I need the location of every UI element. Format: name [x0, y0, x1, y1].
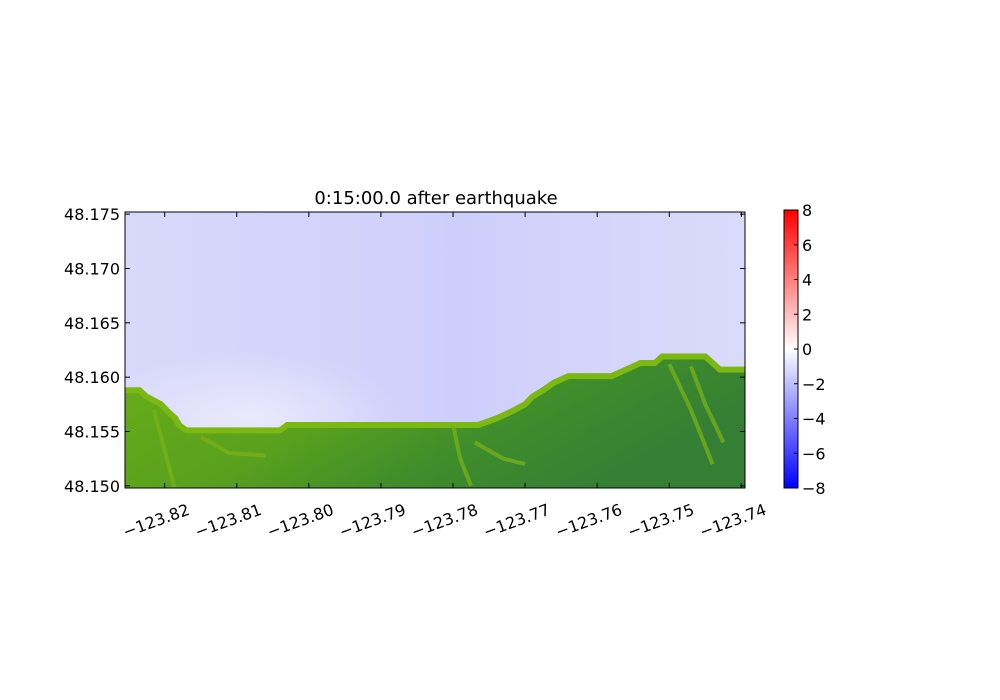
colorbar-tick-label: 8 — [802, 201, 812, 220]
x-tick-label: −123.80 — [265, 500, 337, 542]
colorbar-tick-label: 6 — [802, 236, 812, 255]
plot-frame — [124, 211, 746, 489]
drainage-streak — [199, 435, 266, 458]
y-tick-label: 48.160 — [64, 368, 120, 387]
drainage-streak — [473, 440, 526, 467]
colorbar-tick-label: 2 — [802, 305, 812, 324]
drainage-streak — [151, 409, 177, 488]
x-tick-label: −123.76 — [553, 500, 625, 542]
drainage-streak — [451, 424, 473, 487]
y-tick-label: 48.175 — [64, 205, 120, 224]
shoreline-band — [125, 353, 745, 434]
colorbar-tick-label: −4 — [802, 410, 826, 429]
x-tick-label: −123.78 — [409, 500, 481, 542]
land-topography — [125, 356, 745, 488]
x-tick-label: −123.77 — [481, 500, 553, 542]
x-tick-label: −123.74 — [697, 500, 769, 542]
colorbar-tick-label: −6 — [802, 444, 826, 463]
y-tick-label: 48.155 — [64, 422, 120, 441]
x-tick-label: −123.82 — [120, 500, 192, 542]
chart-title: 0:15:00.0 after earthquake — [314, 188, 557, 209]
colorbar-tick-label: −8 — [802, 479, 826, 498]
colorbar: 8 6 4 2 0 −2 −4 −6 −8 — [783, 201, 826, 498]
x-tick-label: −123.75 — [625, 500, 697, 542]
y-axis: 48.150 48.155 48.160 48.165 48.170 48.175 — [64, 205, 745, 496]
colorbar-tick-label: −2 — [802, 375, 826, 394]
colorbar-ticks: 8 6 4 2 0 −2 −4 −6 −8 — [794, 201, 826, 498]
x-tick-label: −123.81 — [192, 500, 264, 542]
colorbar-tick-label: 0 — [802, 340, 812, 359]
colorbar-tick-label: 4 — [802, 271, 812, 290]
x-tick-label: −123.79 — [337, 500, 409, 542]
y-tick-label: 48.165 — [64, 314, 120, 333]
drainage-streak — [667, 363, 715, 465]
y-tick-label: 48.170 — [64, 260, 120, 279]
plot-area — [125, 212, 745, 488]
land-drainage-streaks — [151, 363, 726, 488]
drainage-streak — [689, 365, 726, 444]
y-tick-label: 48.150 — [64, 477, 120, 496]
